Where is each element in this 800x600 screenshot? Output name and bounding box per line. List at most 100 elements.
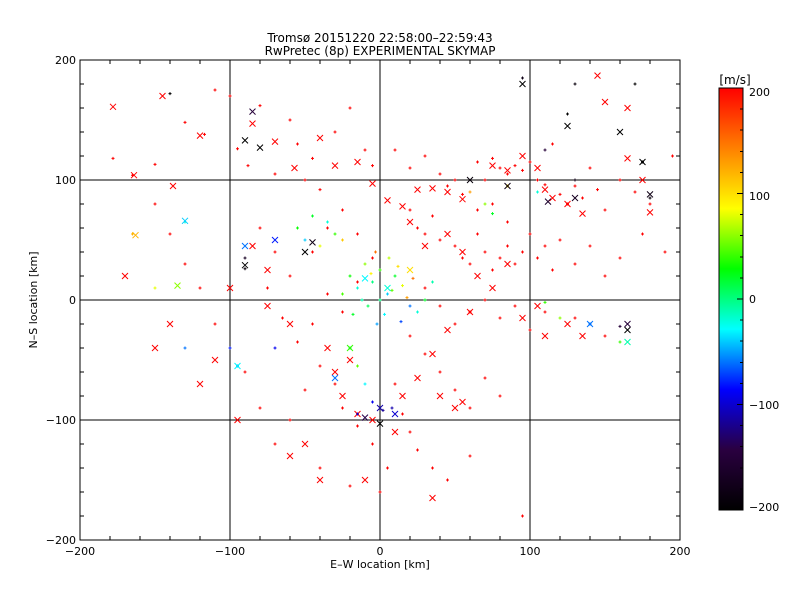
- colorbar-tick-label: −100: [749, 399, 779, 412]
- plus-marker: [401, 284, 404, 288]
- plus-marker: [326, 220, 329, 224]
- y-tick-labels: 200 100 0 −100 −200: [46, 54, 76, 547]
- x-tick-label: 0: [377, 545, 384, 558]
- colorbar-tick-label: 0: [749, 293, 756, 306]
- plus-marker: [326, 292, 329, 296]
- plus-marker: [453, 244, 457, 248]
- cross-marker: [361, 275, 369, 282]
- plus-marker: [551, 268, 554, 272]
- cross-marker: [564, 200, 571, 208]
- plus-marker: [491, 268, 494, 272]
- plus-marker: [168, 92, 172, 96]
- plus-marker: [386, 292, 389, 296]
- cross-marker: [331, 162, 339, 169]
- plus-marker: [416, 310, 419, 314]
- plus-marker: [341, 292, 344, 296]
- plus-marker: [483, 298, 487, 302]
- cross-marker: [504, 260, 511, 268]
- cross-marker: [594, 72, 601, 79]
- plus-marker: [648, 202, 652, 206]
- plus-marker: [468, 262, 472, 266]
- plus-marker: [446, 184, 449, 188]
- colorbar-ticks: [737, 87, 743, 511]
- cross-marker: [586, 320, 594, 328]
- cross-marker: [249, 120, 256, 127]
- cross-marker: [264, 302, 271, 310]
- cross-marker: [474, 272, 481, 280]
- plus-marker: [446, 478, 449, 482]
- plus-marker: [311, 156, 314, 160]
- cross-marker: [346, 356, 354, 364]
- plus-marker: [528, 328, 532, 332]
- cross-marker: [406, 266, 414, 274]
- cross-marker: [331, 374, 339, 382]
- cross-marker: [181, 217, 189, 225]
- cross-marker: [399, 203, 406, 210]
- cross-marker: [406, 218, 414, 226]
- cross-marker: [331, 368, 339, 376]
- cross-marker: [544, 198, 552, 205]
- plus-marker: [390, 288, 394, 292]
- cross-marker: [399, 392, 406, 400]
- cross-marker: [174, 282, 181, 289]
- plus-marker: [348, 274, 352, 278]
- plus-marker: [573, 316, 577, 320]
- plus-marker: [183, 262, 187, 266]
- cross-marker: [534, 302, 541, 310]
- plus-marker: [356, 286, 359, 290]
- plus-marker: [378, 268, 382, 272]
- plus-marker: [438, 370, 442, 374]
- plus-marker: [273, 442, 277, 446]
- plus-marker: [648, 196, 652, 200]
- plus-marker: [273, 250, 277, 254]
- plus-marker: [543, 300, 547, 304]
- plus-marker: [399, 320, 403, 324]
- plus-marker: [573, 178, 577, 182]
- plus-marker: [603, 208, 607, 212]
- plus-marker: [333, 382, 337, 386]
- cross-marker: [361, 476, 369, 484]
- cross-marker: [132, 231, 139, 239]
- cross-marker: [376, 420, 384, 427]
- plus-marker: [543, 183, 547, 187]
- cross-marker: [624, 155, 631, 162]
- cross-marker: [489, 284, 496, 292]
- cross-marker: [286, 320, 294, 328]
- plus-marker: [371, 280, 374, 284]
- cross-marker: [451, 404, 459, 412]
- plus-marker: [453, 322, 457, 326]
- plus-marker: [468, 190, 472, 194]
- x-tick-labels: −200 −100 0 100 200: [65, 545, 691, 558]
- plus-marker: [633, 82, 637, 86]
- plus-marker: [303, 238, 307, 242]
- plus-marker: [183, 346, 187, 350]
- plus-marker: [498, 394, 502, 398]
- plus-marker: [468, 406, 472, 410]
- cross-marker: [234, 362, 241, 370]
- plus-marker: [513, 164, 517, 168]
- plus-marker: [476, 160, 479, 164]
- plus-marker: [431, 466, 434, 470]
- plus-marker: [408, 166, 412, 170]
- cross-marker: [429, 185, 436, 192]
- plus-marker: [641, 232, 644, 236]
- colorbar: [m/s] 200 100 0 −100 −200: [718, 73, 779, 514]
- plus-marker: [356, 280, 359, 284]
- cross-marker: [421, 242, 429, 250]
- colorbar-tick-label: 100: [749, 190, 770, 203]
- plus-marker: [558, 238, 562, 242]
- cross-marker: [166, 320, 174, 328]
- cross-marker: [151, 344, 159, 352]
- cross-marker: [504, 182, 511, 190]
- plus-marker: [558, 316, 562, 320]
- plus-marker: [573, 262, 577, 266]
- cross-marker: [324, 344, 331, 352]
- cross-marker: [159, 92, 166, 100]
- plus-marker: [513, 304, 517, 308]
- plus-marker: [663, 250, 667, 254]
- plus-marker: [213, 322, 217, 326]
- plus-marker: [453, 178, 457, 182]
- plus-marker: [383, 312, 386, 316]
- plus-marker: [416, 226, 419, 230]
- plus-marker: [543, 244, 547, 248]
